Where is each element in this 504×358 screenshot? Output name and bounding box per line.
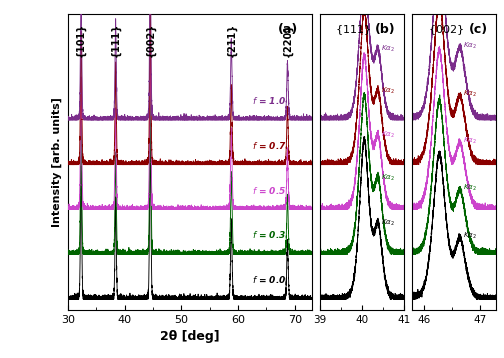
Text: $f$ = 0.0: $f$ = 0.0 xyxy=(253,274,287,285)
Text: $f$ = 0.7: $f$ = 0.7 xyxy=(253,140,287,151)
Text: $K\alpha_2$: $K\alpha_2$ xyxy=(463,231,477,241)
Text: $K\alpha_2$: $K\alpha_2$ xyxy=(463,89,477,99)
Text: $K\alpha_2$: $K\alpha_2$ xyxy=(463,41,477,51)
Text: $K\alpha_2$: $K\alpha_2$ xyxy=(382,218,395,228)
Text: $\{111\}$: $\{111\}$ xyxy=(335,23,371,37)
Text: $f$ = 0.5: $f$ = 0.5 xyxy=(253,185,287,195)
Text: (a): (a) xyxy=(278,23,298,36)
Text: {002}: {002} xyxy=(145,22,155,57)
Text: {111}: {111} xyxy=(110,22,121,57)
Text: $f$ = 0.3: $f$ = 0.3 xyxy=(253,229,287,241)
X-axis label: 2θ [deg]: 2θ [deg] xyxy=(160,330,220,343)
Text: $\{002\}$: $\{002\}$ xyxy=(427,23,464,37)
Text: $K\alpha_2$: $K\alpha_2$ xyxy=(463,183,477,193)
Text: $K\alpha_2$: $K\alpha_2$ xyxy=(382,130,395,140)
Text: $K\alpha_2$: $K\alpha_2$ xyxy=(382,86,395,96)
Text: (b): (b) xyxy=(375,23,396,36)
Text: {220}: {220} xyxy=(282,22,293,57)
Text: (c): (c) xyxy=(469,23,488,36)
Text: $K\alpha_2$: $K\alpha_2$ xyxy=(382,173,395,183)
Y-axis label: Intensity [arb. units]: Intensity [arb. units] xyxy=(52,97,62,227)
Text: $K\alpha_2$: $K\alpha_2$ xyxy=(382,44,395,54)
Text: $K\alpha_2$: $K\alpha_2$ xyxy=(463,136,477,146)
Text: {101}: {101} xyxy=(76,22,86,57)
Text: {211}: {211} xyxy=(226,22,236,57)
Text: $f$ = 1.0: $f$ = 1.0 xyxy=(253,95,287,106)
